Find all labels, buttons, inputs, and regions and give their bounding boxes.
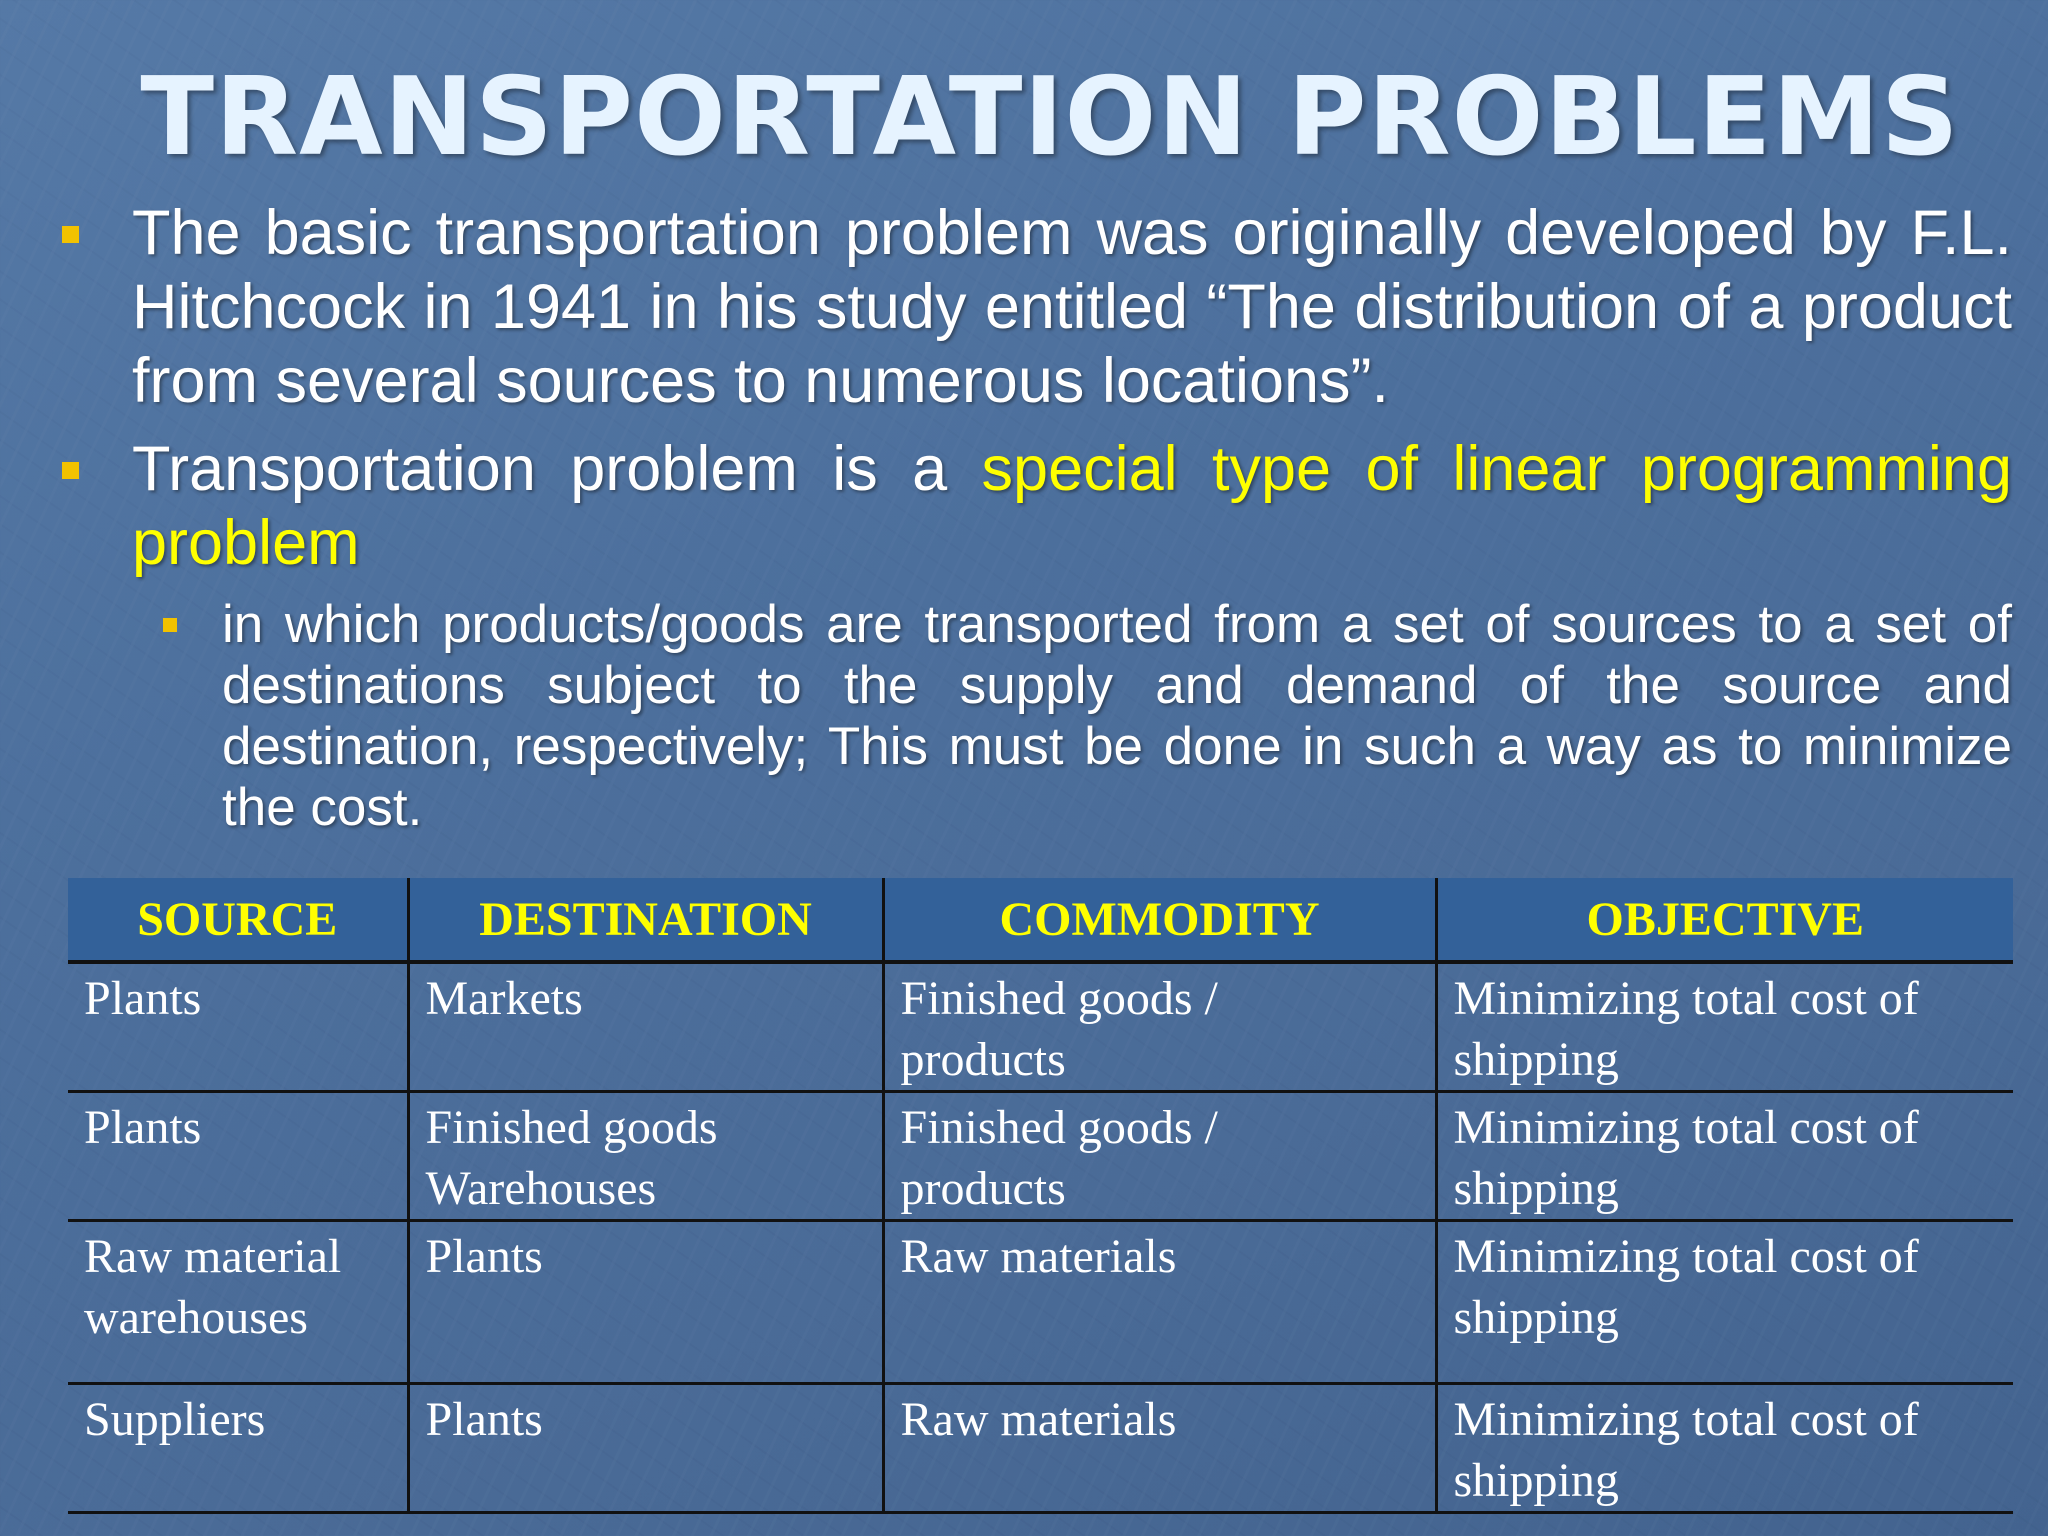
cell: Finished goods / products (883, 1091, 1438, 1222)
cell: Minimizing total cost of shipping (1436, 1383, 2013, 1514)
bullet-icon (62, 462, 79, 479)
header-commodity: COMMODITY (883, 878, 1438, 964)
bullet-1-text: The basic transportation problem was ori… (132, 198, 2012, 416)
slide-title: TRANSPORTATION PROBLEMS (140, 55, 1960, 180)
header-destination: DESTINATION (408, 878, 885, 964)
cell: Minimizing total cost of shipping (1436, 1091, 2013, 1222)
cell: Suppliers (68, 1383, 410, 1514)
header-objective: OBJECTIVE (1436, 878, 2013, 964)
table-row: Plants Finished goods Warehouses Finishe… (68, 1091, 2013, 1222)
cell: Plants (408, 1220, 885, 1385)
cell: Plants (68, 962, 410, 1093)
table-row: Plants Markets Finished goods / products… (68, 962, 2013, 1093)
transport-table: SOURCE DESTINATION COMMODITY OBJECTIVE P… (68, 878, 2013, 1514)
table-row: Suppliers Plants Raw materials Minimizin… (68, 1383, 2013, 1514)
cell: Raw materials (883, 1383, 1438, 1514)
bullet-1: The basic transportation problem was ori… (62, 196, 2012, 418)
bullet-2-text: Transportation problem is a (132, 434, 982, 504)
cell: Raw materials (883, 1220, 1438, 1385)
sub-bullet-text: in which products/goods are transported … (222, 595, 2012, 837)
cell: Minimizing total cost of shipping (1436, 962, 2013, 1093)
sub-bullet: in which products/goods are transported … (163, 594, 2012, 838)
cell: Markets (408, 962, 885, 1093)
cell: Finished goods Warehouses (408, 1091, 885, 1222)
cell: Plants (408, 1383, 885, 1514)
cell: Raw material warehouses (68, 1220, 410, 1385)
bullet-2: Transportation problem is a special type… (62, 432, 2012, 580)
table-row: Raw material warehouses Plants Raw mater… (68, 1220, 2013, 1385)
header-source: SOURCE (68, 878, 410, 964)
cell: Plants (68, 1091, 410, 1222)
bullet-icon (62, 226, 79, 243)
bullet-2-highlight: special type of linear programming probl… (132, 434, 2012, 578)
sub-bullet-icon (163, 618, 177, 632)
cell: Minimizing total cost of shipping (1436, 1220, 2013, 1385)
cell: Finished goods / products (883, 962, 1438, 1093)
